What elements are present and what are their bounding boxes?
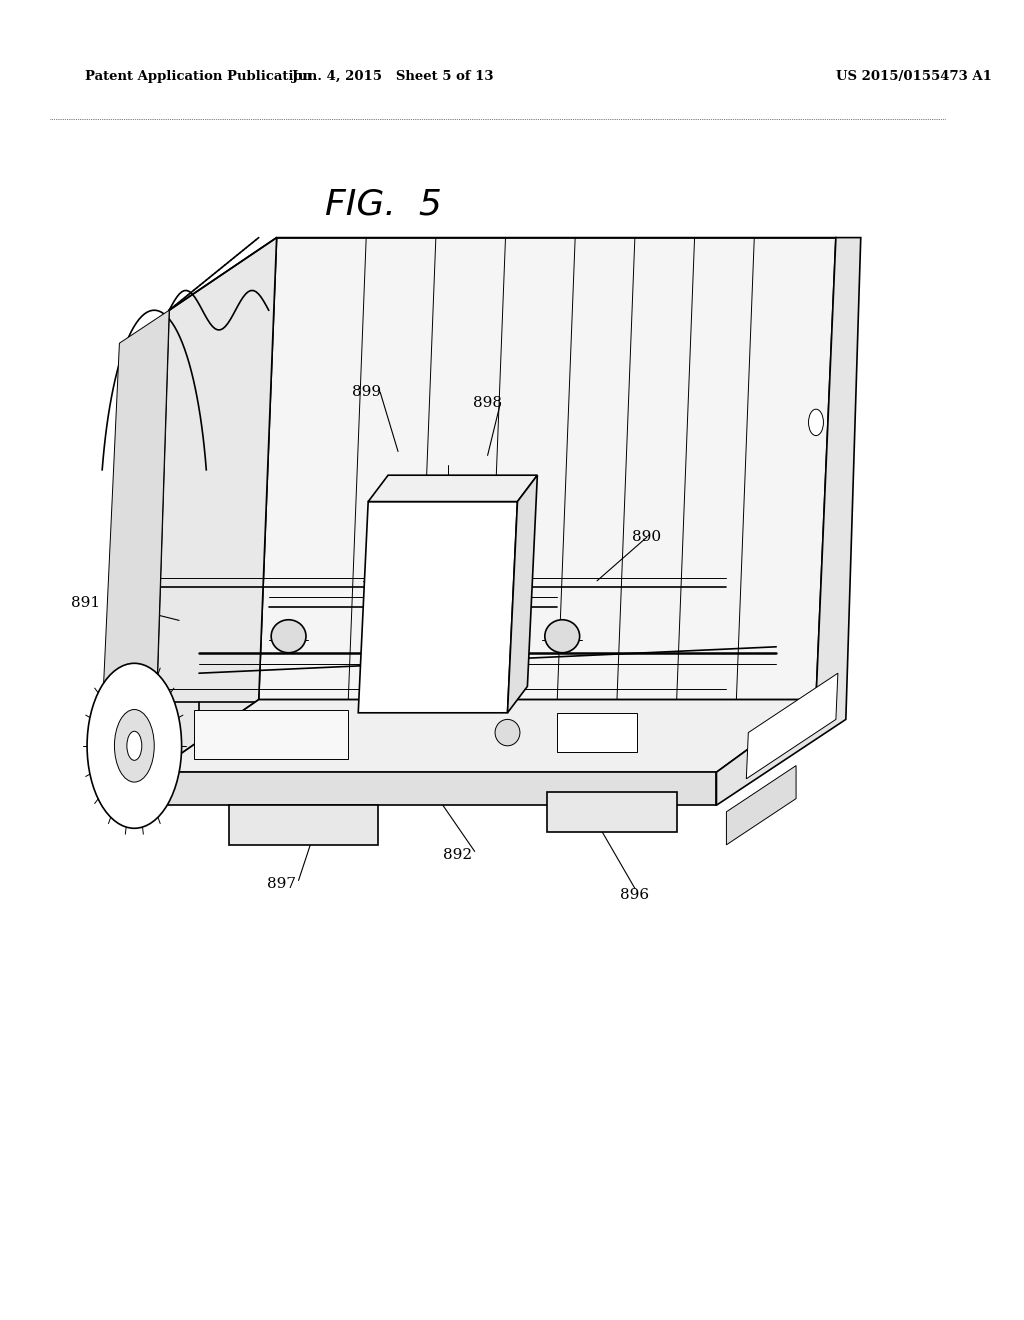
Ellipse shape bbox=[495, 719, 520, 746]
Polygon shape bbox=[557, 713, 637, 752]
Text: 897: 897 bbox=[267, 878, 296, 891]
Ellipse shape bbox=[545, 619, 580, 653]
Polygon shape bbox=[726, 766, 796, 845]
Ellipse shape bbox=[809, 409, 823, 436]
Text: 891: 891 bbox=[71, 597, 100, 610]
Polygon shape bbox=[194, 710, 348, 759]
Polygon shape bbox=[358, 502, 517, 713]
Text: 898: 898 bbox=[473, 396, 502, 409]
Polygon shape bbox=[229, 805, 378, 845]
Polygon shape bbox=[746, 673, 838, 779]
Text: US 2015/0155473 A1: US 2015/0155473 A1 bbox=[836, 70, 992, 83]
Text: FIG.  5: FIG. 5 bbox=[325, 187, 441, 222]
Ellipse shape bbox=[127, 731, 141, 760]
Polygon shape bbox=[508, 475, 538, 713]
Polygon shape bbox=[155, 772, 717, 805]
Text: 890: 890 bbox=[632, 531, 662, 544]
Polygon shape bbox=[547, 792, 677, 832]
Text: 896: 896 bbox=[621, 888, 649, 902]
Ellipse shape bbox=[115, 710, 155, 781]
Text: 892: 892 bbox=[443, 849, 472, 862]
Polygon shape bbox=[155, 700, 816, 772]
Polygon shape bbox=[99, 310, 169, 772]
Polygon shape bbox=[369, 475, 538, 502]
Ellipse shape bbox=[271, 619, 306, 653]
Polygon shape bbox=[717, 238, 861, 805]
Polygon shape bbox=[259, 238, 836, 700]
Text: 899: 899 bbox=[351, 385, 381, 399]
Text: Jun. 4, 2015   Sheet 5 of 13: Jun. 4, 2015 Sheet 5 of 13 bbox=[292, 70, 494, 83]
Ellipse shape bbox=[87, 663, 181, 829]
Text: Patent Application Publication: Patent Application Publication bbox=[85, 70, 311, 83]
Polygon shape bbox=[155, 238, 276, 772]
